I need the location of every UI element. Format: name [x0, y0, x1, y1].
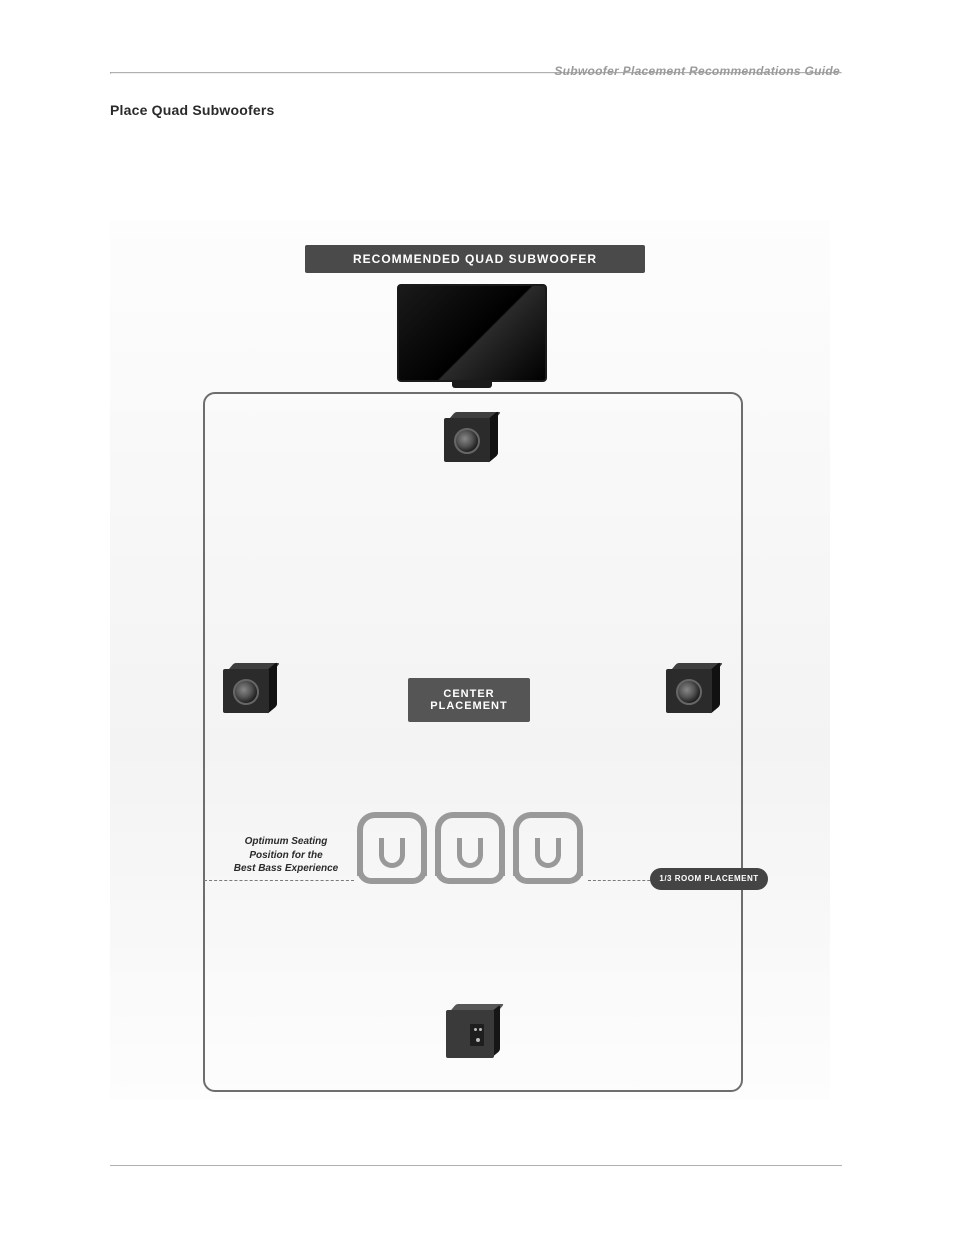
footer-rule	[110, 1165, 842, 1166]
diagram-title-bar: RECOMMENDED QUAD SUBWOOFER PLACEMENTS	[305, 245, 645, 273]
placement-diagram: RECOMMENDED QUAD SUBWOOFER PLACEMENTS CE…	[110, 220, 830, 1100]
dash-line-left	[204, 880, 354, 881]
seat-icon	[509, 812, 587, 890]
rear-unit-dot	[479, 1028, 482, 1031]
seating-label: Optimum Seating Position for the Best Ba…	[226, 835, 346, 876]
center-label-line1: CENTER	[408, 688, 530, 700]
rear-unit-dot	[476, 1038, 480, 1042]
seating-label-line2: Position for the	[226, 849, 346, 863]
subwoofer-right	[666, 663, 721, 713]
section-title: Place Quad Subwoofers	[110, 102, 842, 118]
rear-unit-panel	[470, 1024, 484, 1046]
tv-icon	[397, 284, 547, 382]
subwoofer-left	[223, 663, 278, 713]
placement-pill: 1/3 ROOM PLACEMENT	[650, 868, 768, 890]
center-placement-label: CENTER PLACEMENT	[408, 678, 530, 722]
center-label-line2: PLACEMENT	[408, 700, 530, 712]
seating-row	[353, 812, 587, 890]
running-header: Subwoofer Placement Recommendations Guid…	[110, 64, 842, 78]
seat-icon	[431, 812, 509, 890]
seat-icon	[353, 812, 431, 890]
subwoofer-front	[444, 412, 499, 462]
rear-unit-dot	[474, 1028, 477, 1031]
seating-label-line3: Best Bass Experience	[226, 862, 346, 876]
room-outline	[203, 392, 743, 1092]
seating-label-line1: Optimum Seating	[226, 835, 346, 849]
